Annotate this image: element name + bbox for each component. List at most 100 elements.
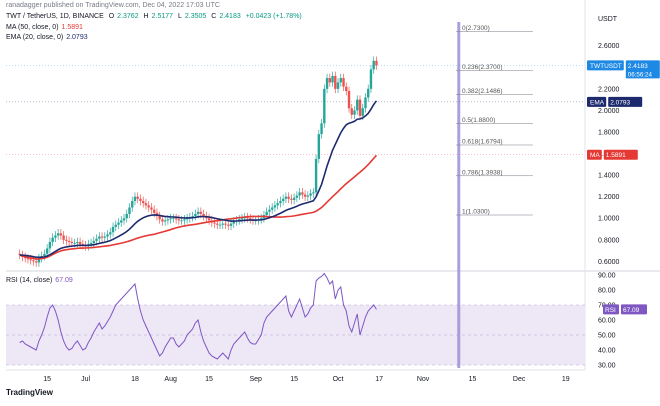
price-tag-label-bg [587, 149, 602, 160]
price-tick-label: 0.6000 [598, 259, 620, 266]
ema-legend: EMA (20, close, 0) 2.0793 [6, 34, 91, 41]
candle-body [227, 224, 230, 226]
price-tick-label: 2.6000 [598, 43, 620, 50]
candle-body [320, 123, 323, 135]
candle-body [375, 60, 378, 66]
rsi-tick-label: 60.00 [598, 318, 616, 325]
candle-body [194, 213, 197, 217]
candle-body [29, 259, 32, 261]
candle-body [213, 222, 216, 224]
candle-body [270, 207, 274, 210]
fib-level-label: 0.382(2.1486) [462, 88, 502, 95]
candle-body [128, 207, 131, 214]
candle-body [48, 241, 52, 249]
fib-level-label: 0.618(1.6794) [462, 138, 502, 145]
candle-body [114, 224, 117, 227]
time-tick-label: 15 [205, 376, 213, 383]
candle-body [26, 258, 30, 260]
candle-body [317, 134, 321, 159]
published-line: ranadagger published on TradingView.com,… [6, 2, 220, 9]
candle-body [147, 205, 150, 208]
rsi-tick-label: 90.00 [598, 273, 616, 280]
candle-body [268, 209, 271, 212]
candle-body [174, 218, 178, 220]
candle-body [172, 218, 175, 220]
candle-body [207, 218, 211, 221]
candle-body [73, 243, 76, 244]
candle-body [70, 241, 74, 244]
ma-legend-label: MA (50, close, 0) [6, 24, 59, 31]
candle-body [336, 82, 340, 89]
change-value: +0.0423 (+1.78%) [245, 13, 302, 20]
price-tag-value: 2.4183 [628, 63, 648, 70]
candle-body [169, 218, 172, 220]
candle-body [221, 223, 224, 225]
candle-body [276, 203, 279, 206]
event-highlight-bar [457, 22, 461, 368]
price-tag-label: EMA [590, 99, 605, 106]
candle-body [191, 216, 194, 218]
candle-body [246, 217, 249, 219]
ma-50-line [19, 154, 378, 260]
candle-body [328, 78, 332, 83]
candle-body [161, 219, 164, 222]
candle-body [287, 196, 290, 199]
candle-body [342, 78, 345, 87]
candle-body [78, 241, 82, 245]
candle-body [249, 218, 252, 220]
candle-body [59, 233, 63, 236]
candle-body [353, 110, 356, 115]
candle-body [265, 211, 268, 216]
candle-body [218, 224, 222, 226]
candle-body [339, 78, 342, 83]
fib-level-label: 0.5(1.8800) [462, 117, 495, 124]
price-tag-label-bg [587, 96, 607, 107]
brand-text: TradingView [6, 388, 53, 397]
fib-level-label: 0.786(1.3938) [462, 169, 502, 176]
candle-body [106, 234, 109, 237]
candle-body [125, 213, 128, 219]
rsi-tick-label: 30.00 [598, 363, 616, 370]
candle-body [314, 158, 318, 193]
candle-body [144, 203, 148, 206]
rsi-tag-value: 67.09 [623, 307, 640, 314]
candle-body [312, 192, 315, 194]
rsi-legend-label: RSI (14, close) [6, 277, 53, 284]
rsi-tag-value-bg [621, 304, 647, 315]
candle-body [158, 216, 161, 220]
candle-body [298, 192, 301, 196]
candle-body [62, 235, 65, 240]
price-tick-label: 1.8000 [598, 129, 620, 136]
candle-body [295, 195, 299, 198]
candle-body [34, 261, 38, 263]
rsi-tag-label: RSI [605, 307, 616, 314]
candle-body [361, 108, 364, 116]
time-tick-label: 15 [43, 376, 51, 383]
fib-level-label: 1(1.0300) [462, 209, 490, 216]
candle-body [325, 78, 329, 89]
candle-body [95, 238, 98, 241]
candle-body [117, 222, 120, 225]
rsi-tick-label: 50.00 [598, 333, 616, 340]
candle-body [54, 235, 57, 238]
price-tick-label: 2.2000 [598, 86, 620, 93]
candle-body [56, 233, 60, 236]
close-label: C [211, 13, 217, 20]
fib-level-label: 0(2.7300) [462, 25, 490, 32]
candle-body [224, 223, 227, 225]
candle-body [65, 239, 68, 241]
candle-body [202, 213, 205, 217]
close-value: 2.4183 [219, 13, 241, 20]
candle-body [229, 223, 233, 226]
price-tick-label: 1.0000 [598, 216, 620, 223]
time-tick-label: Oct [333, 376, 344, 383]
price-tick-label: 2.0000 [598, 108, 620, 115]
candle-body [122, 218, 126, 221]
candle-body [109, 232, 112, 235]
price-tick-label: 0.8000 [598, 237, 620, 244]
candle-body [131, 200, 134, 208]
candle-body [279, 200, 282, 204]
time-tick-label: Jul [81, 376, 90, 383]
ma-legend-value: 1.5891 [61, 24, 83, 31]
